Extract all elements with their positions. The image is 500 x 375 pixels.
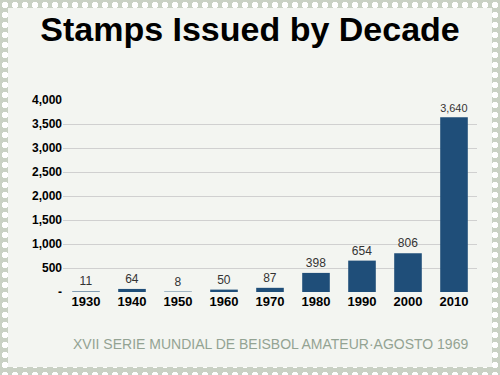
svg-text:87: 87 <box>263 271 277 285</box>
svg-text:2,000: 2,000 <box>32 189 62 203</box>
svg-text:1,000: 1,000 <box>32 237 62 251</box>
svg-text:2,500: 2,500 <box>32 165 62 179</box>
svg-text:1970: 1970 <box>256 294 285 309</box>
svg-text:1990: 1990 <box>348 294 377 309</box>
svg-text:64: 64 <box>125 272 139 286</box>
svg-text:654: 654 <box>352 244 372 258</box>
svg-text:3,640: 3,640 <box>440 102 467 114</box>
svg-text:500: 500 <box>42 261 62 275</box>
svg-text:8: 8 <box>175 275 182 289</box>
svg-text:-: - <box>58 285 62 299</box>
svg-text:398: 398 <box>306 256 326 270</box>
svg-text:1930: 1930 <box>72 294 101 309</box>
svg-text:3,000: 3,000 <box>32 141 62 155</box>
svg-text:11: 11 <box>80 274 93 288</box>
svg-text:1950: 1950 <box>164 294 193 309</box>
svg-text:2000: 2000 <box>394 294 423 309</box>
svg-text:50: 50 <box>217 273 231 287</box>
svg-text:1960: 1960 <box>210 294 239 309</box>
svg-text:XVII SERIE MUNDIAL DE BEISBOL: XVII SERIE MUNDIAL DE BEISBOL AMATEUR·AG… <box>73 336 468 352</box>
svg-text:4,000: 4,000 <box>32 93 62 107</box>
svg-text:1,500: 1,500 <box>32 213 62 227</box>
svg-text:806: 806 <box>398 236 418 250</box>
svg-text:3,500: 3,500 <box>32 117 62 131</box>
svg-text:2010: 2010 <box>440 294 469 309</box>
svg-text:1980: 1980 <box>302 294 331 309</box>
svg-text:Stamps Issued by Decade: Stamps Issued by Decade <box>40 10 460 48</box>
svg-text:1940: 1940 <box>118 294 147 309</box>
